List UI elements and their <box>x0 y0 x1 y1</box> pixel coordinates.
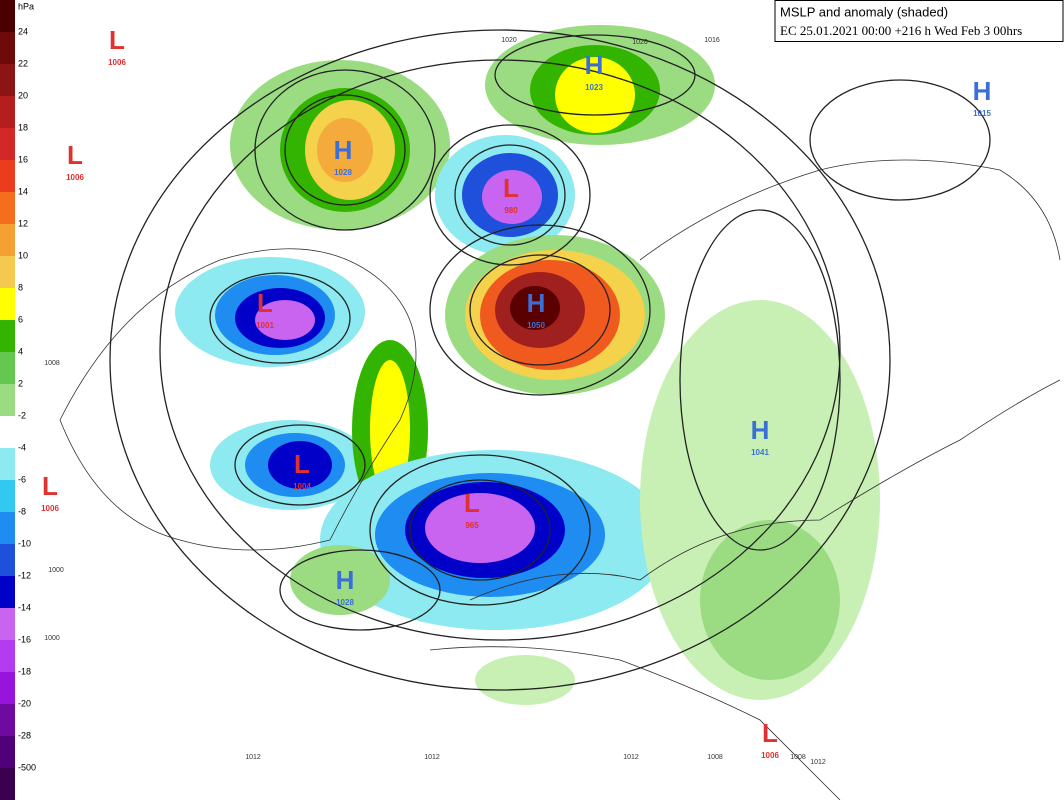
isobar-label: 1012 <box>424 754 440 761</box>
center-symbol: H <box>334 135 353 165</box>
center-value: 965 <box>465 521 479 530</box>
colorbar-swatch <box>0 64 15 97</box>
center-value: 1028 <box>334 168 352 177</box>
colorbar-swatch <box>0 704 15 737</box>
colorbar-swatch <box>0 416 15 449</box>
colorbar-label: -18 <box>18 666 31 676</box>
center-value: 1006 <box>41 504 59 513</box>
title: MSLP and anomaly (shaded) <box>780 4 948 19</box>
colorbar-label: 4 <box>18 346 23 356</box>
center-symbol: H <box>585 50 604 80</box>
colorbar-label: 22 <box>18 58 28 68</box>
colorbar-swatch <box>0 128 15 161</box>
colorbar-label: -20 <box>18 698 31 708</box>
colorbar-swatch <box>0 0 15 33</box>
colorbar-unit: hPa <box>18 1 34 11</box>
colorbar-swatch <box>0 384 15 417</box>
colorbar-swatch <box>0 544 15 577</box>
colorbar-label: -28 <box>18 730 31 740</box>
colorbar-label: -8 <box>18 506 26 516</box>
colorbar-label: 10 <box>18 250 28 260</box>
colorbar-swatch <box>0 448 15 481</box>
colorbar-swatch <box>0 224 15 257</box>
isobar-label: 1020 <box>632 39 648 46</box>
isobar-label: 1008 <box>707 754 723 761</box>
center-symbol: L <box>257 288 273 318</box>
colorbar-label: 8 <box>18 282 23 292</box>
colorbar-label: -14 <box>18 602 31 612</box>
colorbar-swatch <box>0 288 15 321</box>
center-symbol: L <box>294 449 310 479</box>
center-symbol: L <box>464 488 480 518</box>
center-symbol: H <box>527 288 546 318</box>
colorbar-label: 18 <box>18 122 28 132</box>
colorbar-swatch <box>0 608 15 641</box>
center-symbol: H <box>336 565 355 595</box>
isobar-label: 1012 <box>245 754 261 761</box>
center-value: 1041 <box>751 448 769 457</box>
center-value: 1004 <box>293 482 311 491</box>
colorbar-label: -6 <box>18 474 26 484</box>
colorbar-label: 24 <box>18 26 28 36</box>
coastlines <box>59 159 1061 800</box>
title-box: MSLP and anomaly (shaded) EC 25.01.2021 … <box>774 0 1064 42</box>
colorbar-swatch <box>0 768 15 800</box>
colorbar-label: 16 <box>18 154 28 164</box>
colorbar-label: -12 <box>18 570 31 580</box>
colorbar-swatch <box>0 160 15 193</box>
colorbar-label: -4 <box>18 442 26 452</box>
colorbar-swatch <box>0 96 15 129</box>
center-value: 1028 <box>336 598 354 607</box>
colorbar-label: 20 <box>18 90 28 100</box>
center-value: 1023 <box>585 83 603 92</box>
colorbar-swatch <box>0 736 15 769</box>
center-value: 1001 <box>256 321 274 330</box>
isobar-label: 1000 <box>48 567 64 574</box>
isobar-label: 1008 <box>44 360 60 367</box>
colorbar-label: -500 <box>18 762 36 772</box>
center-value: 1006 <box>66 173 84 182</box>
center-value: 1006 <box>108 58 126 67</box>
isobars <box>109 29 991 691</box>
center-symbol: L <box>762 718 778 748</box>
center-value: 1015 <box>973 109 991 118</box>
center-symbol: L <box>503 173 519 203</box>
colorbar-label: 2 <box>18 378 23 388</box>
center-value: 980 <box>504 206 518 215</box>
colorbar-swatch <box>0 256 15 289</box>
center-value: 1050 <box>527 321 545 330</box>
colorbar-label: 6 <box>18 314 23 324</box>
colorbar-label: -2 <box>18 410 26 420</box>
colorbar-swatch <box>0 672 15 705</box>
colorbar-swatch <box>0 480 15 513</box>
center-symbol: L <box>109 25 125 55</box>
isobar-label: 1012 <box>810 759 826 766</box>
colorbar-swatch <box>0 512 15 545</box>
isobar-label: 1020 <box>501 37 517 44</box>
colorbar-swatch <box>0 192 15 225</box>
colorbar-swatch <box>0 576 15 609</box>
center-symbol: H <box>751 415 770 445</box>
colorbar-swatch <box>0 32 15 65</box>
isobar-label: 1000 <box>44 635 60 642</box>
isobar-label: 1008 <box>790 754 806 761</box>
colorbar: 24 22 20 18 16 14 12 10 8 6 4 2 -2 -4 -6 -8 -10 -12 -14 -16… <box>0 0 36 800</box>
center-symbol: H <box>973 76 992 106</box>
colorbar-swatch <box>0 640 15 673</box>
colorbar-label: 14 <box>18 186 28 196</box>
center-symbol: L <box>67 140 83 170</box>
colorbar-swatch <box>0 320 15 353</box>
center-symbol: L <box>42 471 58 501</box>
isobar-label: 1016 <box>704 37 720 44</box>
center-value: 1006 <box>761 751 779 760</box>
isobar-label: 1012 <box>623 754 639 761</box>
colorbar-swatch <box>0 352 15 385</box>
subtitle: EC 25.01.2021 00:00 +216 h Wed Feb 3 00h… <box>780 23 1022 38</box>
colorbar-label: -16 <box>18 634 31 644</box>
colorbar-label: 12 <box>18 218 28 228</box>
colorbar-label: -10 <box>18 538 31 548</box>
